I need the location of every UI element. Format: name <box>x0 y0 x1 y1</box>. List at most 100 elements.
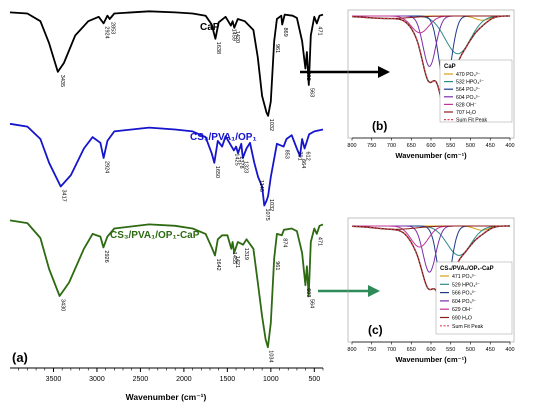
x-tick-label: 650 <box>407 347 416 353</box>
x-tick-label: 1500 <box>220 376 236 383</box>
peak-annotation-label: 1459 <box>231 29 237 41</box>
panel-b-deconvolution-cap: 800 750 700 650 600 550 500 450 400 Wavenumber (… <box>347 9 515 160</box>
legend-entry-label: 470 PO₄³⁻ <box>456 72 480 78</box>
panel-c-deconvolution-composite: 800 750 700 650 600 550 500 450 400 Wavenumber (… <box>347 217 515 364</box>
c-sum-fit-curve <box>352 225 510 315</box>
peak-annotation-label: 1032 <box>268 119 274 131</box>
panel-a-series-group <box>9 10 324 349</box>
legend-entry-label: 707 H₂O <box>456 110 476 116</box>
peak-annotation-label: 1378 <box>238 156 244 168</box>
x-tick-label: 800 <box>347 143 356 149</box>
x-tick-label: 450 <box>486 143 495 149</box>
panel-c-legend: CS₃/PVA₁/OP₁-CaP 471 PO₄³⁻ 529 HPO₄²⁻ 566 P… <box>435 261 513 335</box>
peak-annotation-label: 1425 <box>234 153 240 165</box>
peak-annotation-label: 1146 <box>258 180 264 192</box>
panel-c-label: (c) <box>368 323 383 337</box>
panel-c-curves <box>352 225 510 315</box>
x-tick-label: 550 <box>446 143 455 149</box>
b-legend-title: CaP <box>444 64 456 70</box>
x-tick-label: 800 <box>347 347 356 353</box>
arrow-b-head <box>378 66 390 78</box>
arrow-to-panel-c <box>318 285 380 297</box>
b-sum-fit-curve <box>352 15 510 105</box>
arrow-c-head <box>368 285 380 297</box>
peak-annotation-label: 3435 <box>59 75 65 87</box>
series-name-label: CaP <box>200 22 220 33</box>
series-line-cap <box>9 10 324 117</box>
peak-annotation-label: 1642 <box>215 259 221 271</box>
panel-a-label: (a) <box>12 350 28 365</box>
peak-annotation-label: 3430 <box>59 299 65 311</box>
peak-annotation-label: 563 <box>309 88 315 97</box>
x-tick-label: 2000 <box>176 376 192 383</box>
series-line-cs-pva-op-cap <box>9 219 324 349</box>
panel-a-series-names: CaP CS₃/PVA₁/OP₁ CS₃/PVA₁/OP₁-CaP <box>110 22 257 241</box>
panel-c-x-axis-label: Wavenumber (cm⁻¹) <box>395 355 467 364</box>
peak-annotation-label: 1032 <box>268 199 274 211</box>
panel-b-curves <box>352 15 510 105</box>
series-name-label: CS₃/PVA₁/OP₁ <box>190 132 257 143</box>
panel-c-x-ticks: 800 750 700 650 600 550 500 450 400 <box>347 341 515 353</box>
legend-entry-label: 471 PO₄³⁻ <box>452 274 476 280</box>
c-legend-title: CS₃/PVA₁/OP₁-CaP <box>440 266 494 272</box>
x-tick-label: 400 <box>505 143 514 149</box>
legend-entry-label: 566 PO₄³⁻ <box>452 291 476 297</box>
peak-annotation-label: 2924 <box>103 26 109 38</box>
x-tick-label: 1000 <box>263 376 279 383</box>
peak-annotation-label: 1421 <box>234 256 240 268</box>
x-tick-label: 750 <box>367 143 376 149</box>
peak-annotation-label: 1638 <box>215 42 221 54</box>
peak-annotation-label: 602 <box>305 72 311 81</box>
panel-b-label: (b) <box>372 119 387 133</box>
legend-entry-label: 529 HPO₄²⁻ <box>452 282 480 288</box>
peak-annotation-label: 1319 <box>243 248 249 260</box>
peak-annotation-label: 471 <box>317 237 323 246</box>
peak-annotation-label: 701 <box>297 152 303 161</box>
x-tick-label: 700 <box>387 143 396 149</box>
peak-annotation-label: 603 <box>305 288 311 297</box>
x-tick-label: 500 <box>466 143 475 149</box>
x-tick-label: 600 <box>426 143 435 149</box>
peak-annotation-label: 1455 <box>231 252 237 264</box>
peak-annotation-label: 2924 <box>103 161 109 173</box>
x-tick-label: 550 <box>446 347 455 353</box>
panel-a-x-axis-label: Wavenumber (cm⁻¹) <box>126 392 207 402</box>
peak-annotation-label: 1323 <box>243 161 249 173</box>
peak-annotation-label: 853 <box>283 150 289 159</box>
series-line-cs-pva-op <box>9 122 324 207</box>
peak-annotation-label: 564 <box>309 299 315 308</box>
x-tick-label: 2500 <box>133 376 149 383</box>
peak-annotation-label: 3417 <box>61 190 67 202</box>
panel-b-x-ticks: 800 750 700 650 600 550 500 450 400 <box>347 137 515 149</box>
peak-annotation-label: 664 <box>300 159 306 168</box>
peak-annotation-label: 961 <box>274 261 280 270</box>
legend-entry-label: 604 PO₄³⁻ <box>452 299 476 305</box>
peak-annotation-label: 1650 <box>214 166 220 178</box>
peak-annotation-label: 1034 <box>268 350 274 362</box>
legend-entry-label: Sum Fit Peak <box>456 118 488 124</box>
peak-annotation-label: 1075 <box>264 209 270 221</box>
peak-annotation-label: 874 <box>282 238 288 247</box>
x-tick-label: 750 <box>367 347 376 353</box>
panel-a-x-ticks: 3500 3000 2500 2000 1500 1000 500 <box>18 368 324 383</box>
peak-annotation-label: 961 <box>274 44 280 53</box>
peak-annotation-label: 869 <box>282 28 288 37</box>
peak-annotation-label: 1420 <box>234 31 240 43</box>
panel-c-legend-box <box>435 261 513 335</box>
x-tick-label: 3000 <box>89 376 105 383</box>
legend-entry-label: Sum Fit Peak <box>452 324 484 330</box>
x-tick-label: 400 <box>505 347 514 353</box>
legend-entry-label: 564 PO₄³⁻ <box>456 87 480 93</box>
peak-annotation-label: 612 <box>304 152 310 161</box>
x-tick-label: 650 <box>407 143 416 149</box>
legend-entry-label: 629 OH⁻ <box>452 307 473 313</box>
legend-entry-label: 532 HPO₄²⁻ <box>456 80 484 86</box>
arrow-to-panel-b <box>300 66 390 78</box>
peak-annotation-label: 2926 <box>103 250 109 262</box>
legend-entry-label: 628 OH⁻ <box>456 102 477 108</box>
x-tick-label: 500 <box>308 376 320 383</box>
